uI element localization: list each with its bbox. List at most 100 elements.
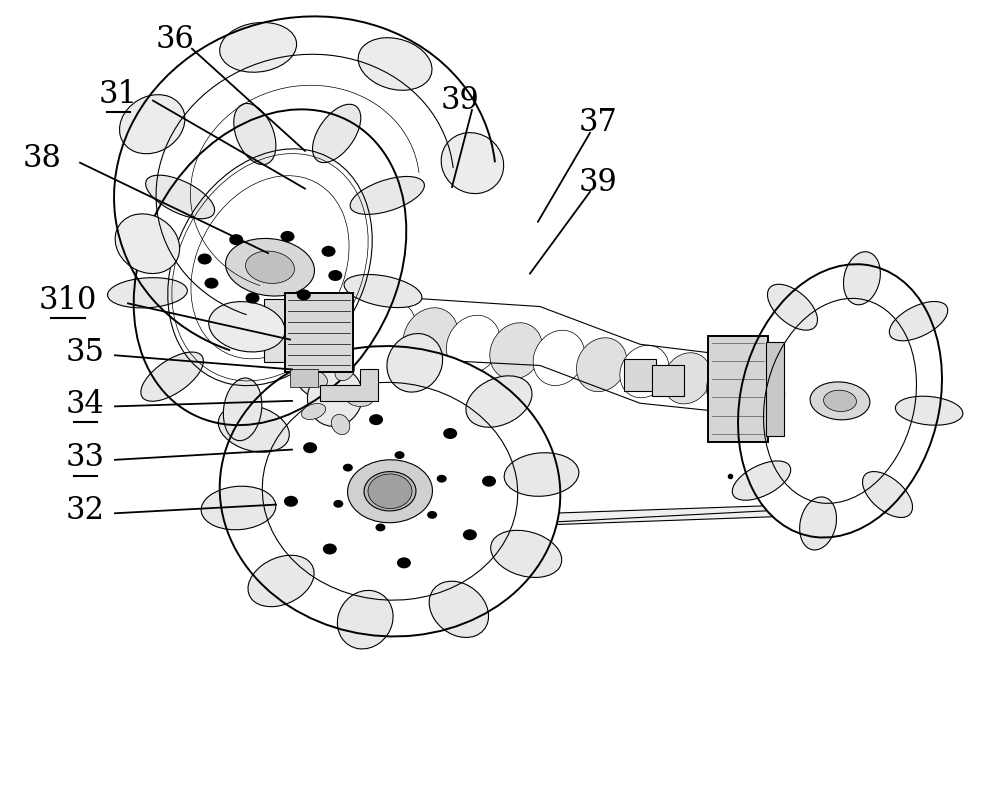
Ellipse shape — [220, 346, 560, 637]
Text: 35: 35 — [66, 336, 104, 368]
Text: 39: 39 — [579, 167, 617, 198]
Ellipse shape — [344, 274, 422, 307]
Circle shape — [328, 270, 342, 281]
Ellipse shape — [576, 338, 627, 391]
Ellipse shape — [226, 238, 314, 296]
Ellipse shape — [108, 277, 187, 308]
Ellipse shape — [218, 405, 289, 452]
Ellipse shape — [234, 104, 276, 164]
Text: 37: 37 — [579, 107, 617, 138]
Circle shape — [343, 464, 353, 472]
Ellipse shape — [360, 300, 416, 361]
Ellipse shape — [504, 453, 579, 496]
Circle shape — [322, 246, 336, 257]
Circle shape — [303, 443, 317, 454]
Ellipse shape — [403, 308, 458, 367]
Ellipse shape — [895, 396, 963, 425]
Circle shape — [284, 496, 298, 507]
Circle shape — [437, 475, 447, 483]
Ellipse shape — [316, 292, 374, 355]
Circle shape — [246, 292, 260, 303]
Text: 33: 33 — [66, 442, 104, 473]
Bar — [285, 293, 353, 372]
Ellipse shape — [209, 302, 285, 352]
Text: 32: 32 — [66, 495, 104, 527]
Circle shape — [397, 557, 411, 568]
Circle shape — [482, 476, 496, 487]
Ellipse shape — [120, 94, 185, 154]
Ellipse shape — [863, 472, 913, 517]
Ellipse shape — [298, 348, 354, 402]
Ellipse shape — [824, 390, 856, 412]
Text: 34: 34 — [66, 388, 104, 420]
Ellipse shape — [305, 369, 328, 387]
Ellipse shape — [663, 353, 711, 404]
Circle shape — [229, 234, 243, 245]
Bar — [766, 342, 784, 436]
Circle shape — [368, 474, 412, 509]
Circle shape — [297, 289, 311, 300]
Circle shape — [323, 543, 337, 554]
Ellipse shape — [732, 461, 791, 500]
Ellipse shape — [335, 361, 354, 380]
Ellipse shape — [313, 105, 361, 163]
Ellipse shape — [223, 378, 262, 441]
Ellipse shape — [490, 323, 542, 380]
Ellipse shape — [246, 251, 294, 284]
Circle shape — [375, 523, 385, 531]
Ellipse shape — [337, 590, 393, 649]
Polygon shape — [320, 369, 378, 401]
Ellipse shape — [348, 460, 432, 523]
Circle shape — [204, 277, 218, 288]
Ellipse shape — [889, 302, 948, 341]
Circle shape — [198, 254, 212, 265]
Circle shape — [280, 231, 294, 242]
Text: 38: 38 — [23, 143, 61, 174]
Text: 31: 31 — [98, 79, 138, 110]
Circle shape — [427, 511, 437, 519]
Text: 36: 36 — [156, 24, 194, 55]
Bar — [290, 369, 318, 387]
Ellipse shape — [767, 285, 817, 330]
Text: 310: 310 — [39, 285, 97, 316]
Ellipse shape — [291, 345, 351, 402]
Circle shape — [333, 500, 343, 508]
Ellipse shape — [350, 177, 424, 215]
Ellipse shape — [620, 345, 669, 398]
Ellipse shape — [201, 487, 276, 530]
Ellipse shape — [387, 333, 443, 392]
Ellipse shape — [717, 376, 785, 406]
Ellipse shape — [347, 392, 373, 406]
Ellipse shape — [446, 315, 500, 373]
Ellipse shape — [441, 133, 504, 193]
Ellipse shape — [491, 531, 562, 578]
Ellipse shape — [533, 330, 585, 386]
Ellipse shape — [248, 555, 314, 607]
Ellipse shape — [358, 38, 432, 90]
Circle shape — [395, 451, 405, 459]
Ellipse shape — [466, 376, 532, 428]
Bar — [652, 365, 684, 396]
Bar — [624, 359, 656, 391]
Ellipse shape — [810, 382, 870, 420]
Ellipse shape — [707, 360, 753, 410]
Bar — [264, 299, 290, 362]
Ellipse shape — [364, 472, 416, 511]
Polygon shape — [345, 501, 892, 532]
Circle shape — [369, 414, 383, 425]
Ellipse shape — [738, 264, 942, 538]
Ellipse shape — [115, 214, 180, 274]
Ellipse shape — [843, 252, 880, 305]
Bar — [708, 336, 768, 442]
Circle shape — [463, 529, 477, 540]
Circle shape — [443, 428, 457, 439]
Ellipse shape — [331, 414, 350, 435]
Ellipse shape — [146, 175, 215, 219]
Ellipse shape — [307, 368, 363, 426]
Ellipse shape — [134, 109, 406, 425]
Ellipse shape — [800, 497, 837, 550]
Ellipse shape — [220, 23, 297, 72]
Ellipse shape — [302, 403, 326, 420]
Ellipse shape — [429, 581, 489, 637]
Ellipse shape — [141, 352, 203, 402]
